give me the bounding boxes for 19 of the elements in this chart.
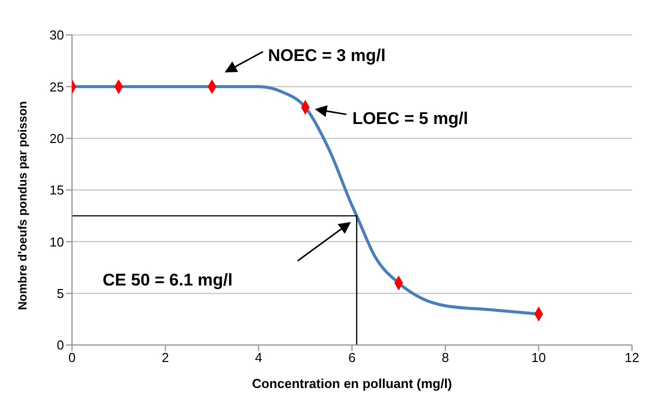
y-tick-label: 15 — [50, 182, 64, 198]
y-tick-label: 10 — [50, 234, 64, 250]
annotation: NOEC = 3 mg/l — [268, 46, 386, 66]
x-axis-title: Concentration en polluant (mg/l) — [252, 376, 452, 391]
y-tick-label: 25 — [50, 79, 64, 94]
x-tick-label: 10 — [531, 350, 546, 366]
x-tick-label: 12 — [624, 350, 640, 366]
y-tick-label: 0 — [56, 338, 64, 353]
y-tick-label: 20 — [50, 130, 64, 146]
annotation: LOEC = 5 mg/l — [352, 108, 468, 128]
x-tick-label: 0 — [68, 350, 76, 366]
y-tick-label: 30 — [50, 28, 64, 43]
annotation: CE 50 = 6.1 mg/l — [102, 270, 233, 290]
y-tick-label: 5 — [56, 286, 64, 301]
x-tick-label: 4 — [255, 350, 262, 366]
y-axis-title: Nombre d'oeufs pondus par poisson — [15, 101, 30, 310]
x-tick-label: 6 — [348, 350, 356, 366]
x-tick-label: 8 — [442, 350, 449, 366]
x-tick-label: 2 — [162, 350, 169, 366]
